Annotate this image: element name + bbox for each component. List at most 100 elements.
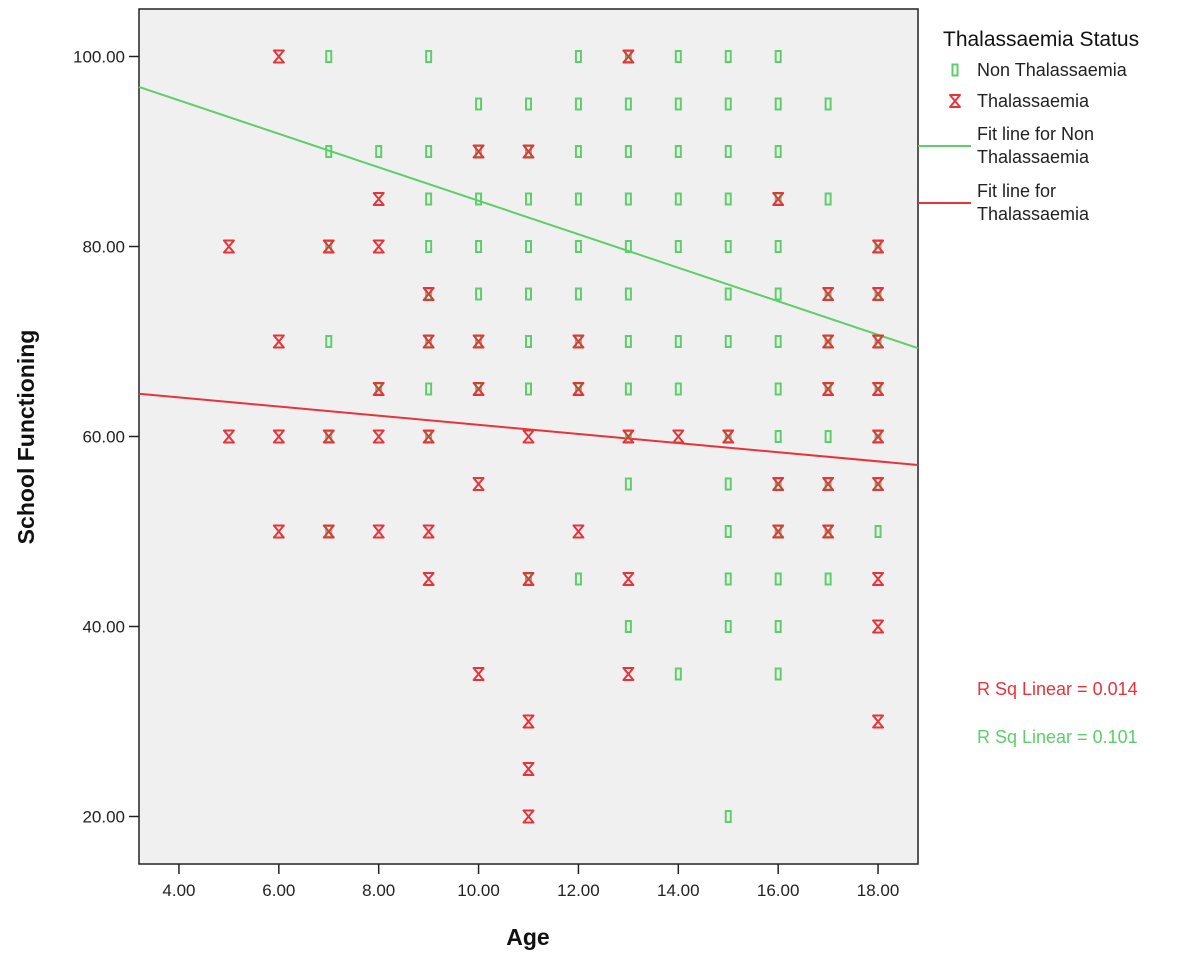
point-thalassaemia (772, 524, 785, 539)
point-thalassaemia (422, 524, 435, 539)
point-non-thalassaemia (425, 192, 433, 206)
point-thalassaemia (572, 334, 585, 349)
point-thalassaemia (472, 382, 485, 396)
point-thalassaemia (372, 429, 385, 444)
point-thalassaemia (422, 429, 435, 444)
point-thalassaemia (522, 144, 535, 159)
point-non-thalassaemia (574, 287, 582, 301)
point-thalassaemia (872, 287, 885, 301)
r-squared-non-thalassaemia: R Sq Linear = 0.101 (977, 727, 1138, 747)
point-non-thalassaemia (475, 287, 483, 301)
point-thalassaemia (622, 429, 635, 444)
point-non-thalassaemia (724, 287, 732, 301)
point-non-thalassaemia (724, 572, 732, 586)
point-non-thalassaemia (774, 430, 782, 443)
fit-line-thalassaemia (138, 392, 919, 466)
point-non-thalassaemia (574, 240, 582, 253)
point-non-thalassaemia (375, 145, 383, 158)
point-thalassaemia (322, 429, 335, 444)
point-non-thalassaemia (475, 192, 483, 206)
point-non-thalassaemia (674, 335, 682, 348)
point-thalassaemia (872, 429, 885, 444)
point-non-thalassaemia (674, 97, 682, 111)
point-thalassaemia (272, 334, 285, 349)
point-non-thalassaemia (325, 50, 333, 63)
point-non-thalassaemia (724, 620, 732, 633)
point-non-thalassaemia (724, 50, 732, 63)
point-non-thalassaemia (624, 240, 632, 253)
point-non-thalassaemia (525, 287, 532, 301)
point-non-thalassaemia (724, 525, 732, 538)
y-tick-label: 100.00 (73, 48, 125, 67)
point-thalassaemia (522, 429, 535, 444)
point-non-thalassaemia (774, 335, 782, 348)
legend-fit-non-label-1: Fit line for Non (977, 124, 1094, 144)
point-thalassaemia (372, 192, 385, 206)
point-non-thalassaemia (824, 97, 832, 111)
legend-fit-thal-label-1: Fit line for (977, 181, 1056, 201)
point-non-thalassaemia (425, 50, 433, 63)
point-thalassaemia (422, 572, 435, 586)
point-non-thalassaemia (874, 525, 882, 538)
point-non-thalassaemia (724, 192, 732, 206)
point-thalassaemia (622, 667, 635, 681)
point-thalassaemia (272, 429, 285, 444)
x-tick-label: 4.00 (162, 881, 195, 900)
point-non-thalassaemia (525, 97, 532, 111)
point-thalassaemia (472, 144, 485, 159)
point-non-thalassaemia (774, 382, 782, 396)
point-non-thalassaemia (774, 667, 782, 681)
point-non-thalassaemia (525, 382, 532, 396)
point-thalassaemia (672, 429, 685, 444)
x-tick-label: 8.00 (362, 881, 395, 900)
point-non-thalassaemia (674, 382, 682, 396)
point-thalassaemia (222, 239, 235, 254)
point-thalassaemia (872, 619, 885, 634)
point-thalassaemia (872, 382, 885, 396)
legend-title: Thalassaemia Status (943, 28, 1139, 51)
point-non-thalassaemia (724, 145, 732, 158)
point-non-thalassaemia (774, 287, 782, 301)
x-tick-label: 10.00 (457, 881, 500, 900)
point-thalassaemia (872, 714, 885, 729)
point-thalassaemia (822, 287, 835, 301)
point-non-thalassaemia (774, 145, 782, 158)
point-non-thalassaemia (525, 335, 532, 348)
x-tick-label: 18.00 (857, 881, 900, 900)
point-thalassaemia (822, 334, 835, 349)
point-thalassaemia (772, 477, 785, 491)
y-tick-label: 20.00 (82, 808, 125, 827)
point-non-thalassaemia (325, 145, 333, 158)
point-non-thalassaemia (624, 287, 632, 301)
point-thalassaemia (322, 524, 335, 539)
point-non-thalassaemia (574, 572, 582, 586)
point-non-thalassaemia (624, 145, 632, 158)
point-non-thalassaemia (624, 192, 632, 206)
point-thalassaemia (272, 49, 285, 64)
point-thalassaemia (472, 334, 485, 349)
legend-non-thalassaemia-icon (951, 63, 959, 77)
point-non-thalassaemia (475, 240, 483, 253)
point-non-thalassaemia (824, 572, 832, 586)
point-non-thalassaemia (724, 335, 732, 348)
point-thalassaemia (572, 524, 585, 539)
x-tick-label: 16.00 (757, 881, 800, 900)
x-tick-label: 14.00 (657, 881, 700, 900)
point-non-thalassaemia (525, 240, 532, 253)
legend-non-thalassaemia-label: Non Thalassaemia (977, 60, 1128, 80)
point-non-thalassaemia (724, 240, 732, 253)
point-non-thalassaemia (824, 192, 832, 206)
point-non-thalassaemia (774, 620, 782, 633)
point-thalassaemia (372, 382, 385, 396)
point-non-thalassaemia (774, 572, 782, 586)
point-thalassaemia (872, 572, 885, 586)
x-axis-ticks: 4.00 6.00 8.00 10.00 12.00 14.00 16.00 18.00 (162, 864, 899, 900)
point-thalassaemia (472, 667, 485, 681)
point-thalassaemia (372, 239, 385, 254)
point-thalassaemia (272, 524, 285, 539)
y-axis-title: School Functioning (13, 330, 39, 545)
point-thalassaemia (322, 239, 335, 254)
r-squared-thalassaemia: R Sq Linear = 0.014 (977, 679, 1138, 699)
point-non-thalassaemia (475, 97, 483, 111)
